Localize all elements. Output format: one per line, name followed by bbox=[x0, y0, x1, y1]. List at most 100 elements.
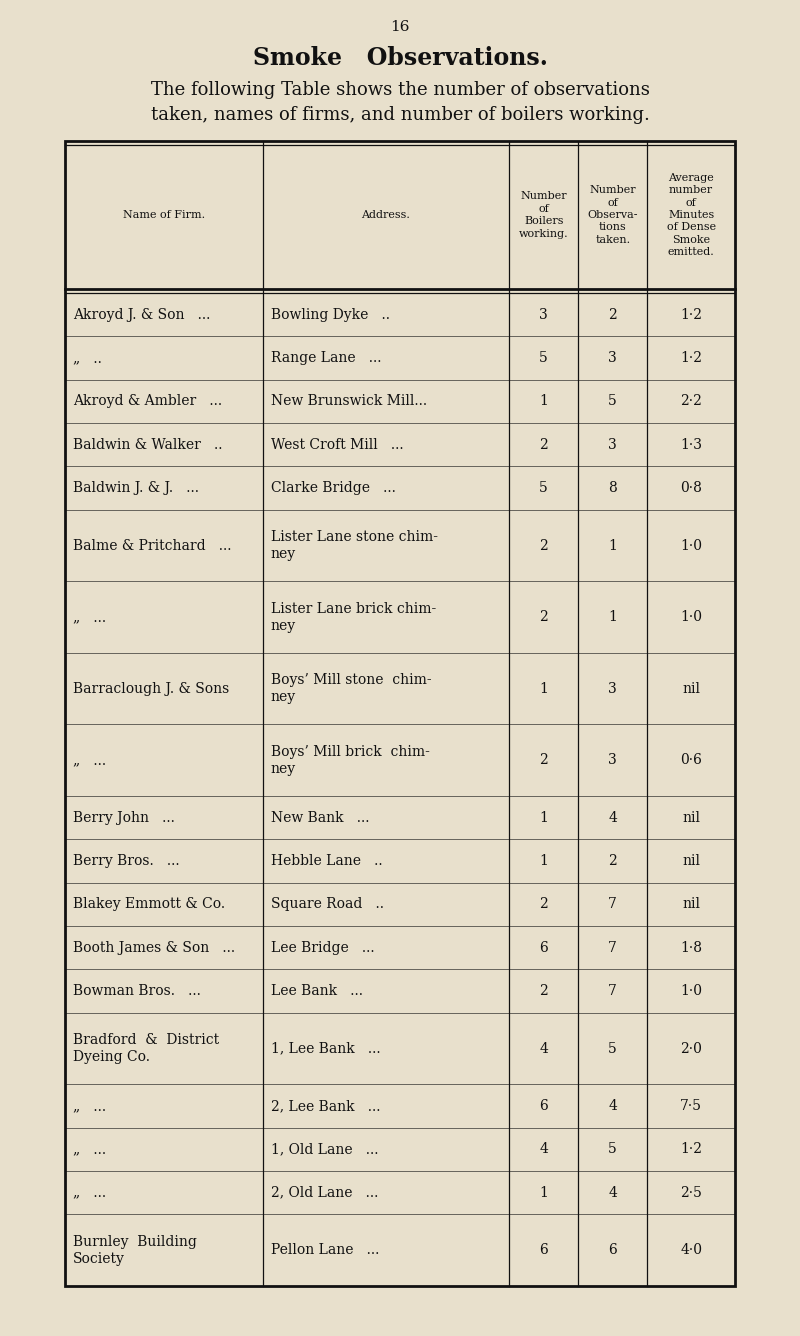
Text: 6: 6 bbox=[539, 1100, 548, 1113]
Text: 1: 1 bbox=[539, 854, 548, 868]
Text: 5: 5 bbox=[608, 1142, 617, 1157]
Text: New Bank   ...: New Bank ... bbox=[270, 811, 369, 824]
Text: 2: 2 bbox=[539, 898, 548, 911]
Text: 4: 4 bbox=[539, 1042, 548, 1055]
Text: 4·0: 4·0 bbox=[680, 1244, 702, 1257]
Text: Boys’ Mill stone  chim-
ney: Boys’ Mill stone chim- ney bbox=[270, 673, 431, 704]
Text: The following Table shows the number of observations: The following Table shows the number of … bbox=[150, 81, 650, 99]
Text: 2: 2 bbox=[539, 611, 548, 624]
Text: 7·5: 7·5 bbox=[680, 1100, 702, 1113]
Text: 1·2: 1·2 bbox=[680, 307, 702, 322]
Text: 1·0: 1·0 bbox=[680, 611, 702, 624]
Text: Boys’ Mill brick  chim-
ney: Boys’ Mill brick chim- ney bbox=[270, 745, 430, 776]
Text: 16: 16 bbox=[390, 20, 410, 33]
Text: 2, Lee Bank   ...: 2, Lee Bank ... bbox=[270, 1100, 380, 1113]
Text: 5: 5 bbox=[608, 1042, 617, 1055]
Text: 5: 5 bbox=[608, 394, 617, 409]
Text: 6: 6 bbox=[608, 1244, 617, 1257]
Text: 1: 1 bbox=[608, 538, 617, 553]
Text: 1: 1 bbox=[539, 681, 548, 696]
Text: Berry John   ...: Berry John ... bbox=[73, 811, 175, 824]
Text: 6: 6 bbox=[539, 1244, 548, 1257]
Text: nil: nil bbox=[682, 854, 700, 868]
Text: 6: 6 bbox=[539, 941, 548, 955]
Text: Lister Lane brick chim-
ney: Lister Lane brick chim- ney bbox=[270, 601, 436, 632]
Text: Berry Bros.   ...: Berry Bros. ... bbox=[73, 854, 180, 868]
Bar bbox=[65, 142, 735, 1287]
Text: 1: 1 bbox=[539, 811, 548, 824]
Text: 4: 4 bbox=[608, 1100, 617, 1113]
Text: Smoke   Observations.: Smoke Observations. bbox=[253, 45, 547, 69]
Text: Lister Lane stone chim-
ney: Lister Lane stone chim- ney bbox=[270, 530, 438, 561]
Text: Booth James & Son   ...: Booth James & Son ... bbox=[73, 941, 235, 955]
Text: Name of Firm.: Name of Firm. bbox=[122, 210, 205, 220]
Text: 2: 2 bbox=[539, 754, 548, 767]
Text: 3: 3 bbox=[608, 438, 617, 452]
Text: Lee Bridge   ...: Lee Bridge ... bbox=[270, 941, 374, 955]
Text: New Brunswick Mill...: New Brunswick Mill... bbox=[270, 394, 426, 409]
Text: Range Lane   ...: Range Lane ... bbox=[270, 351, 381, 365]
Text: Number
of
Observa-
tions
taken.: Number of Observa- tions taken. bbox=[587, 186, 638, 244]
Text: Bowling Dyke   ..: Bowling Dyke .. bbox=[270, 307, 390, 322]
Text: 1·8: 1·8 bbox=[680, 941, 702, 955]
Text: 7: 7 bbox=[608, 941, 617, 955]
Text: 2, Old Lane   ...: 2, Old Lane ... bbox=[270, 1186, 378, 1200]
Text: 2·0: 2·0 bbox=[680, 1042, 702, 1055]
Text: Pellon Lane   ...: Pellon Lane ... bbox=[270, 1244, 379, 1257]
Text: 3: 3 bbox=[608, 351, 617, 365]
Text: Blakey Emmott & Co.: Blakey Emmott & Co. bbox=[73, 898, 225, 911]
Text: 1: 1 bbox=[539, 1186, 548, 1200]
Text: Clarke Bridge   ...: Clarke Bridge ... bbox=[270, 481, 395, 496]
Text: 3: 3 bbox=[608, 754, 617, 767]
Text: 1·3: 1·3 bbox=[680, 438, 702, 452]
Text: „   ..: „ .. bbox=[73, 351, 102, 365]
Text: 4: 4 bbox=[539, 1142, 548, 1157]
Text: Burnley  Building
Society: Burnley Building Society bbox=[73, 1234, 197, 1265]
Text: Bowman Bros.   ...: Bowman Bros. ... bbox=[73, 985, 201, 998]
Text: „   ...: „ ... bbox=[73, 1142, 106, 1157]
Text: 7: 7 bbox=[608, 898, 617, 911]
Text: Barraclough J. & Sons: Barraclough J. & Sons bbox=[73, 681, 230, 696]
Text: „   ...: „ ... bbox=[73, 1100, 106, 1113]
Text: 5: 5 bbox=[539, 481, 548, 496]
Text: Baldwin & Walker   ..: Baldwin & Walker .. bbox=[73, 438, 222, 452]
Text: Balme & Pritchard   ...: Balme & Pritchard ... bbox=[73, 538, 231, 553]
Text: „   ...: „ ... bbox=[73, 611, 106, 624]
Text: 1: 1 bbox=[608, 611, 617, 624]
Text: 1·2: 1·2 bbox=[680, 1142, 702, 1157]
Text: Akroyd J. & Son   ...: Akroyd J. & Son ... bbox=[73, 307, 210, 322]
Text: „   ...: „ ... bbox=[73, 754, 106, 767]
Text: 2: 2 bbox=[608, 307, 617, 322]
Text: Number
of
Boilers
working.: Number of Boilers working. bbox=[519, 191, 569, 239]
Text: 2: 2 bbox=[539, 985, 548, 998]
Text: Bradford  &  District
Dyeing Co.: Bradford & District Dyeing Co. bbox=[73, 1033, 219, 1063]
Text: „   ...: „ ... bbox=[73, 1186, 106, 1200]
Text: nil: nil bbox=[682, 811, 700, 824]
Text: 4: 4 bbox=[608, 811, 617, 824]
Text: Address.: Address. bbox=[362, 210, 410, 220]
Text: 1·2: 1·2 bbox=[680, 351, 702, 365]
Text: West Croft Mill   ...: West Croft Mill ... bbox=[270, 438, 403, 452]
Text: Average
number
of
Minutes
of Dense
Smoke
emitted.: Average number of Minutes of Dense Smoke… bbox=[666, 172, 716, 258]
Text: 7: 7 bbox=[608, 985, 617, 998]
Text: nil: nil bbox=[682, 898, 700, 911]
Text: Baldwin J. & J.   ...: Baldwin J. & J. ... bbox=[73, 481, 199, 496]
Text: 1, Old Lane   ...: 1, Old Lane ... bbox=[270, 1142, 378, 1157]
Text: 0·6: 0·6 bbox=[680, 754, 702, 767]
Text: 1·0: 1·0 bbox=[680, 985, 702, 998]
Text: 1·0: 1·0 bbox=[680, 538, 702, 553]
Text: nil: nil bbox=[682, 681, 700, 696]
Text: Hebble Lane   ..: Hebble Lane .. bbox=[270, 854, 382, 868]
Text: 2: 2 bbox=[539, 438, 548, 452]
Text: 2: 2 bbox=[608, 854, 617, 868]
Text: Akroyd & Ambler   ...: Akroyd & Ambler ... bbox=[73, 394, 222, 409]
Text: 1: 1 bbox=[539, 394, 548, 409]
Text: Square Road   ..: Square Road .. bbox=[270, 898, 384, 911]
Text: 0·8: 0·8 bbox=[680, 481, 702, 496]
Text: Lee Bank   ...: Lee Bank ... bbox=[270, 985, 362, 998]
Text: 4: 4 bbox=[608, 1186, 617, 1200]
Text: taken, names of firms, and number of boilers working.: taken, names of firms, and number of boi… bbox=[150, 106, 650, 124]
Text: 3: 3 bbox=[608, 681, 617, 696]
Text: 5: 5 bbox=[539, 351, 548, 365]
Text: 2: 2 bbox=[539, 538, 548, 553]
